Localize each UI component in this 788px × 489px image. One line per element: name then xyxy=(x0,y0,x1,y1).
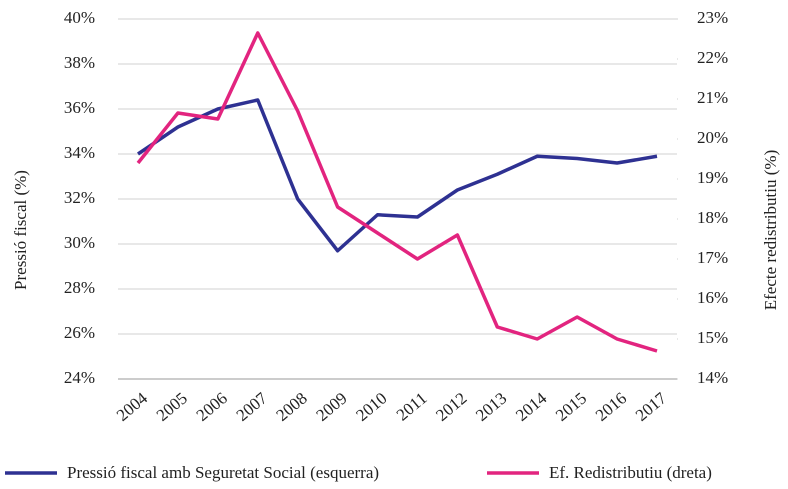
y2-tick-label: 21% xyxy=(697,88,728,107)
y-tick-label: 26% xyxy=(64,323,95,342)
legend-label: Ef. Redistributiu (dreta) xyxy=(549,463,712,482)
x-tick-label: 2010 xyxy=(352,389,390,425)
series-line xyxy=(136,31,658,353)
y2-tick-label: 22% xyxy=(697,48,728,67)
y2-tick-label: 15% xyxy=(697,328,728,347)
y-tick-label: 30% xyxy=(64,233,95,252)
y-tick-label: 36% xyxy=(64,98,95,117)
y2-tick-label: 18% xyxy=(697,208,728,227)
y2-tick-label: 17% xyxy=(697,248,728,267)
x-tick-label: 2017 xyxy=(632,388,671,425)
y2-tick-label: 23% xyxy=(697,8,728,27)
y-tick-label: 40% xyxy=(64,8,95,27)
x-tick-label: 2004 xyxy=(113,388,152,425)
x-tick-label: 2016 xyxy=(592,389,630,425)
x-tick-label: 2015 xyxy=(552,389,590,425)
y-tick-label: 28% xyxy=(64,278,95,297)
x-tick-label: 2009 xyxy=(312,389,350,425)
x-tick-label: 2012 xyxy=(432,389,470,425)
y-axis-label: Pressió fiscal (%) xyxy=(11,170,30,290)
y-tick-label: 34% xyxy=(64,143,95,162)
series-line xyxy=(137,98,658,253)
x-tick-label: 2011 xyxy=(393,389,431,425)
legend-label: Pressió fiscal amb Seguretat Social (esq… xyxy=(67,463,379,482)
y2-tick-label: 19% xyxy=(697,168,728,187)
y2-tick-label: 20% xyxy=(697,128,728,147)
y2-tick-label: 16% xyxy=(697,288,728,307)
y-tick-label: 24% xyxy=(64,368,95,387)
y-tick-label: 32% xyxy=(64,188,95,207)
x-tick-label: 2006 xyxy=(193,389,231,425)
y2-axis-label: Efecte redistributiu (%) xyxy=(761,150,780,311)
y2-tick-label: 14% xyxy=(697,368,728,387)
x-tick-label: 2008 xyxy=(273,389,311,425)
x-tick-label: 2007 xyxy=(233,388,272,425)
y-tick-label: 38% xyxy=(64,53,95,72)
x-tick-label: 2014 xyxy=(512,388,551,425)
x-tick-label: 2005 xyxy=(153,389,191,425)
x-tick-label: 2013 xyxy=(472,389,510,425)
